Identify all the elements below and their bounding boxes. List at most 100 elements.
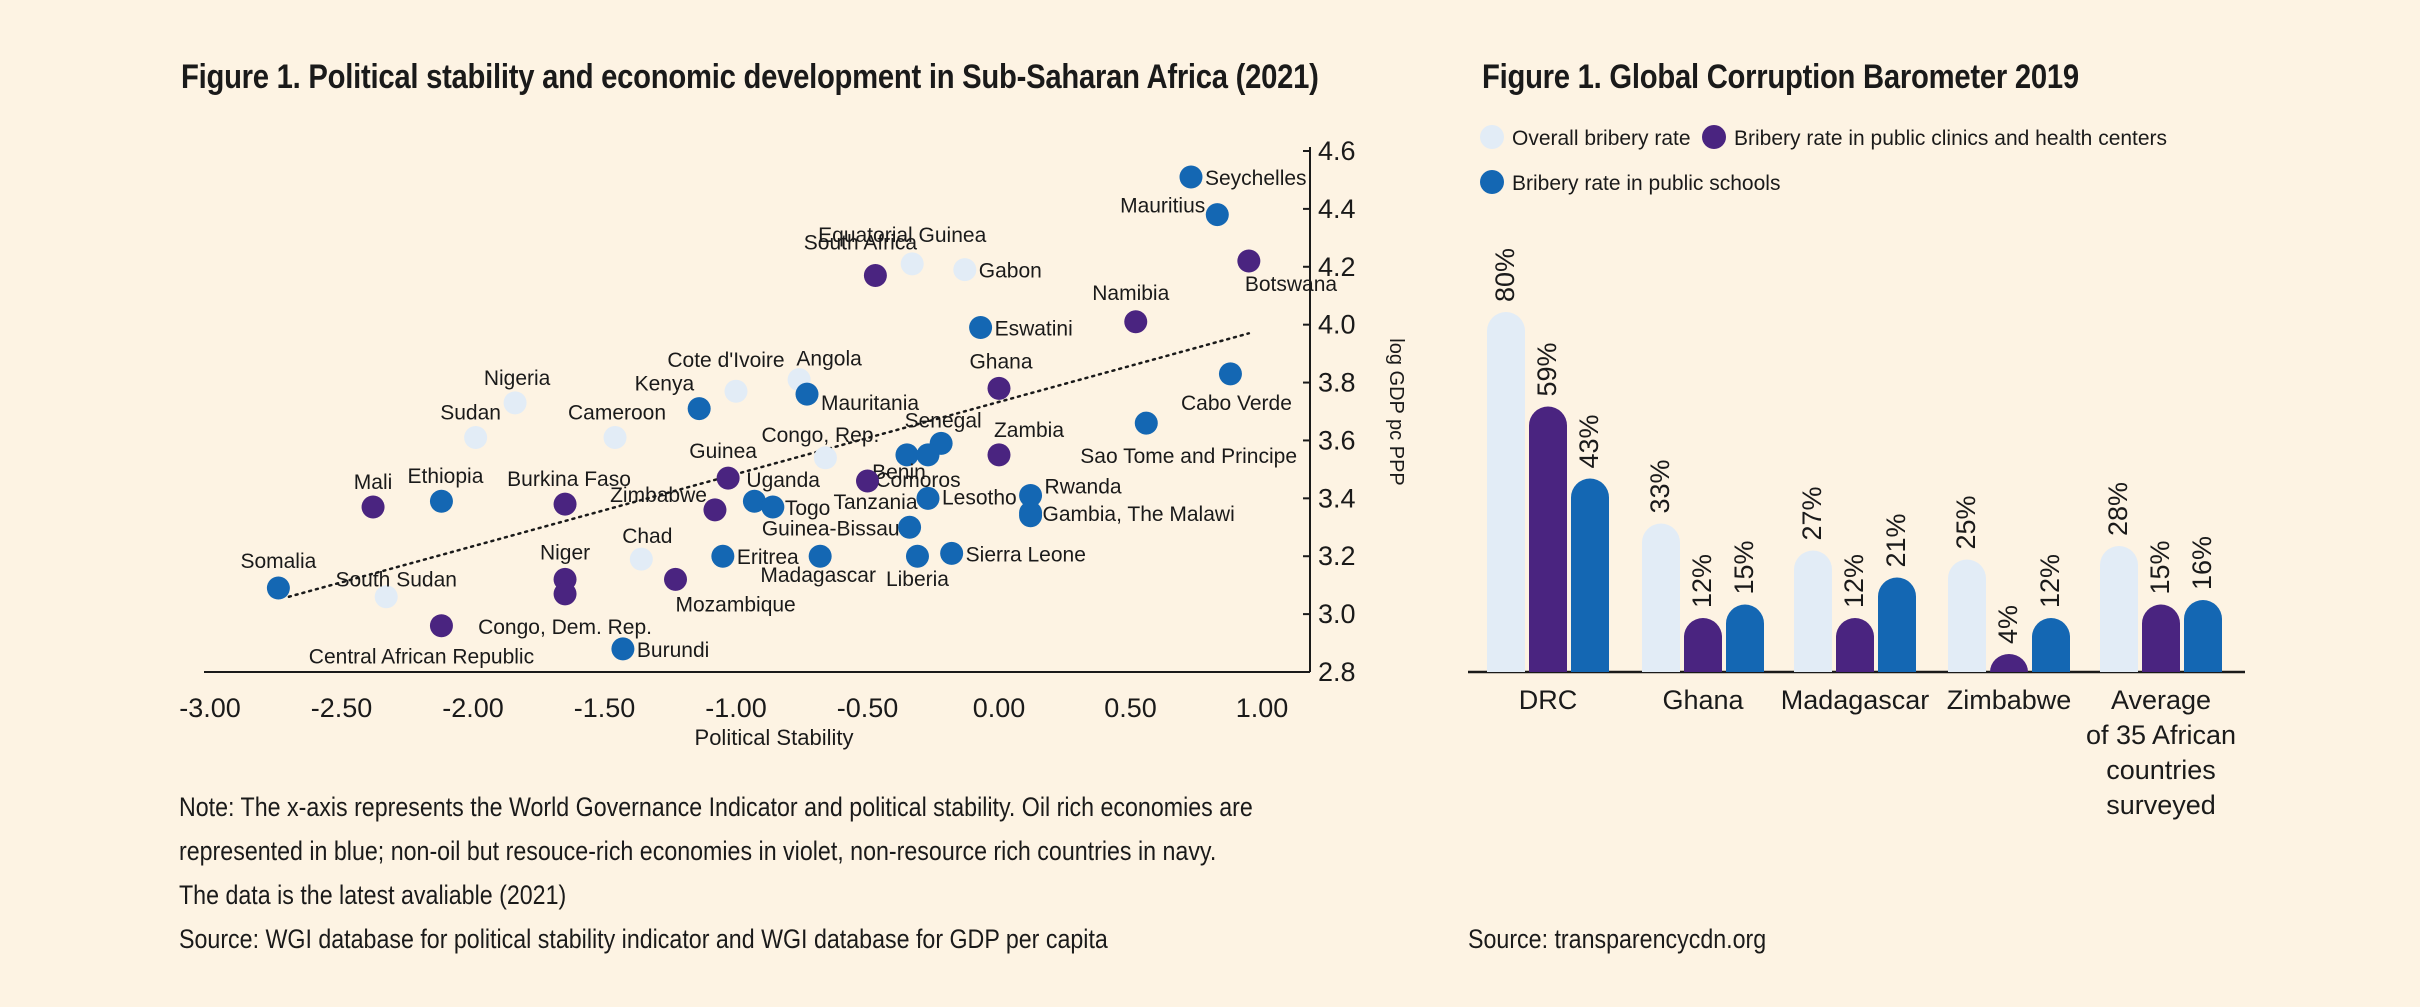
point-label-somalia: Somalia [240,550,316,573]
point-label-seychelles: Seychelles [1205,167,1307,190]
point-ethiopia [429,489,453,513]
point-label-mauritius: Mauritius [1120,195,1205,218]
point-label-mauritania: Mauritania [821,392,919,415]
point-label-ghana: Ghana [969,350,1032,373]
point-label-congo-dem-rep: Congo, Dem. Rep. [478,616,652,639]
bar-zimbabwe-1 [1948,559,1986,672]
y-tick-label: 3.6 [1318,425,1356,455]
y-axis-title: log GDP pc PPP [1385,338,1407,485]
bar-madagascar-3 [1878,577,1916,672]
point-label-zambia: Zambia [994,419,1064,442]
point-burundi [611,637,635,661]
point-label-gambia-the: Gambia, The Malawi [1043,503,1235,526]
x-tick-label: 0.00 [973,693,1026,723]
bar-value-label: 27% [1797,486,1827,540]
point-label-botswana: Botswana [1245,273,1338,296]
bar-drc-1 [1487,312,1525,672]
point-eswatini [969,316,993,340]
y-tick-label: 3.4 [1318,483,1356,513]
category-label: surveyed [2106,790,2216,820]
bar-value-label: 15% [2145,540,2175,594]
x-tick-label: -1.00 [705,693,767,723]
point-botswana [1237,249,1261,273]
legend-label: Bribery rate in public schools [1512,172,1780,195]
point-mozambique [664,567,688,591]
note-line-1: Note: The x-axis represents the World Go… [179,792,1253,822]
bar-value-label: 16% [2187,536,2217,590]
point-label-mali: Mali [354,471,393,494]
point-central-african-republic [429,614,453,638]
point-label-madagascar: Madagascar [760,564,876,587]
point-congo-rep [813,446,837,470]
bar-drc-3 [1571,478,1609,672]
bar-value-label: 80% [1490,248,1520,302]
bar-average-2 [2142,604,2180,672]
bar-zimbabwe-3 [2032,618,2070,672]
point-eritrea [711,544,735,568]
point-togo [761,495,785,519]
point-label-cote-d-ivoire: Cote d'Ivoire [667,349,784,372]
category-label: Average [2111,685,2211,715]
point-label-liberia: Liberia [886,568,949,591]
point-label-namibia: Namibia [1092,282,1169,305]
point-label-kenya: Kenya [635,373,695,396]
bar-value-label: 12% [1687,554,1717,608]
point-benin [895,443,919,467]
point-label-cabo-verde: Cabo Verde [1181,392,1292,415]
point-label-lesotho: Lesotho [942,486,1017,509]
point-sao-tome-and-principe [1134,411,1158,435]
bar-ghana-3 [1726,604,1765,672]
x-tick-label: -3.00 [179,693,241,723]
x-axis-title: Political Stability [695,725,854,750]
point-label-zimbabwe: Zimbabwe [610,484,707,507]
legend-swatch [1702,125,1726,149]
bar-value-label: 25% [1951,495,1981,549]
point-lesotho [916,486,940,510]
point-label-mozambique: Mozambique [676,593,796,616]
point-guinea [716,466,740,490]
bar-average-1 [2100,546,2138,672]
point-cabo-verde [1218,362,1242,386]
bar-value-label: 12% [1839,554,1869,608]
point-label-eswatini: Eswatini [995,318,1073,341]
bar-value-label: 12% [2035,554,2065,608]
x-tick-label: -2.00 [442,693,504,723]
point-label-senegal: Senegal [905,409,982,432]
point-south-sudan [374,585,398,609]
point-zimbabwe [703,498,727,522]
x-tick-label: -1.50 [574,693,636,723]
point-sierra-leone [940,541,964,565]
point-label-comoros: Comoros [875,469,960,492]
point-label-central-african-republic: Central African Republic [309,646,534,669]
legend-label: Overall bribery rate [1512,127,1691,150]
y-tick-label: 3.0 [1318,599,1356,629]
point-label-sierra-leone: Sierra Leone [966,543,1086,566]
point-mali [361,495,385,519]
y-tick-label: 3.8 [1318,368,1356,398]
bar-value-label: 33% [1645,459,1675,513]
bar-drc-2 [1529,406,1567,672]
point-label-congo-rep: Congo, Rep. [761,424,879,447]
point-label-equatorial-guinea: Equatorial Guinea [818,224,986,247]
point-label-benin: Benin [872,461,926,484]
point-malawi [1019,504,1043,528]
note-line-3: The data is the latest avaliable (2021) [179,880,567,910]
legend-swatch [1480,170,1504,194]
point-label-tanzania: Tanzania [833,491,917,514]
bar-zimbabwe-2 [1990,654,2028,672]
y-tick-label: 4.6 [1318,136,1356,166]
bar-chart-source: Source: transparencycdn.org [1468,924,1767,954]
point-chad [629,547,653,571]
point-label-gabon: Gabon [979,260,1042,283]
scatter-chart-title: Figure 1. Political stability and econom… [181,58,1319,96]
point-gabon [953,258,977,282]
point-mauritius [1205,203,1229,227]
point-label-burkina-faso: Burkina Faso [507,468,631,491]
point-label-uganda: Uganda [746,469,820,492]
point-zambia [987,443,1011,467]
point-label-niger: Niger [540,541,590,564]
point-south-africa [863,263,887,287]
legend-label: Bribery rate in public clinics and healt… [1734,127,2167,150]
category-label: of 35 African [2086,720,2236,750]
